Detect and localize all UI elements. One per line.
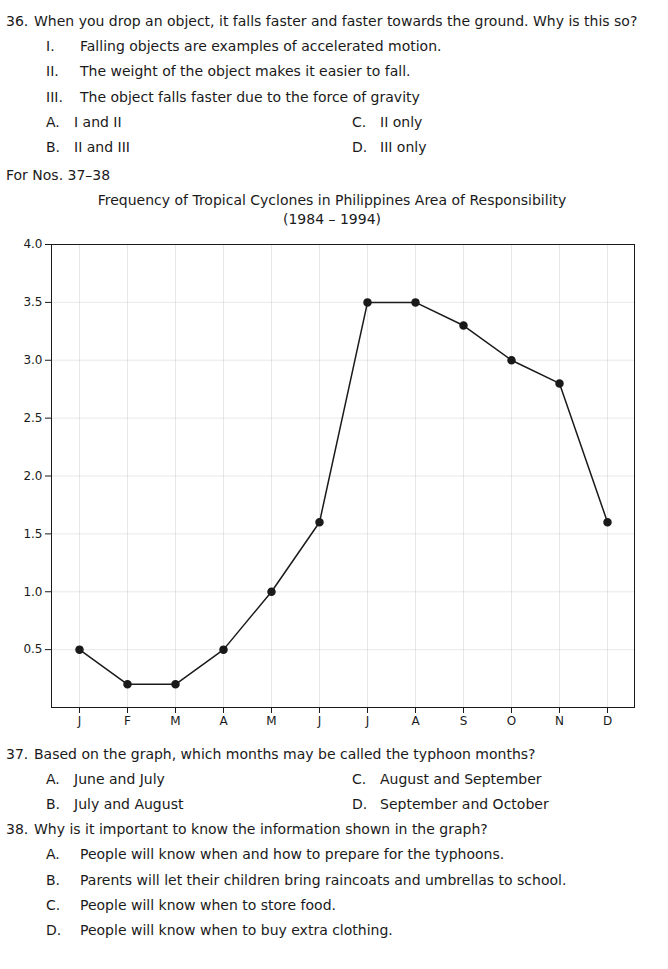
html-text:For Nos. 37–38: For Nos. 37–38: [6, 167, 111, 184]
svg-text:3.5: 3.5: [23, 295, 42, 309]
svg-text:A: A: [411, 714, 420, 728]
html-text:I.: I.: [46, 38, 55, 55]
svg-text:D: D: [603, 714, 612, 728]
html-text:(1984 – 1994): (1984 – 1994): [283, 210, 381, 227]
html-text:People will know when to buy e: People will know when to buy extra cloth…: [80, 922, 393, 938]
html-text:C.: C.: [352, 113, 367, 130]
html-text:A.: A.: [46, 113, 60, 130]
html-text:II only: II only: [380, 113, 423, 130]
html-text:Falling objects are examples o: Falling objects are examples of accelera…: [80, 38, 442, 55]
svg-text:M: M: [170, 714, 180, 728]
svg-text:3.0: 3.0: [23, 353, 42, 367]
html-text:C.: C.: [46, 896, 61, 913]
html-text:II.: II.: [46, 63, 59, 80]
html-text:July and August: July and August: [74, 796, 184, 813]
html-text:August and September: August and September: [380, 770, 542, 787]
html-text:D.: D.: [352, 796, 368, 813]
svg-text:J: J: [77, 714, 82, 728]
html-text:People will know when to store: People will know when to store food.: [80, 896, 336, 913]
svg-text:J: J: [317, 714, 322, 728]
html-text:September and October: September and October: [380, 796, 549, 813]
html-text:III only: III only: [380, 138, 427, 155]
html-text:B.: B.: [46, 138, 61, 155]
html-text:II and III: II and III: [74, 138, 130, 155]
html-text:D.: D.: [46, 922, 62, 938]
html-text:Frequency of Tropical Cyclones: Frequency of Tropical Cyclones in Philip…: [97, 192, 567, 209]
svg-text:A: A: [219, 714, 228, 728]
svg-text:1.5: 1.5: [23, 526, 42, 540]
html-text:B.: B.: [46, 871, 61, 888]
svg-text:O: O: [507, 714, 516, 728]
svg-text:2.0: 2.0: [23, 469, 42, 483]
html-text:III.: III.: [46, 88, 63, 105]
svg-text:1.0: 1.0: [23, 584, 42, 598]
html-text:Parents will let their childre: Parents will let their children bring ra…: [80, 871, 567, 888]
html-text:People will know when and how: People will know when and how to prepare…: [80, 846, 505, 863]
svg-text:M: M: [266, 714, 276, 728]
html-text:A.: A.: [46, 770, 60, 787]
svg-text:0.5: 0.5: [23, 642, 42, 656]
html-text:38. Why is it important to kno: 38. Why is it important to know the info…: [6, 821, 488, 838]
html-text:36. When you drop an object, i: 36. When you drop an object, it falls fa…: [6, 13, 638, 29]
html-text:June and July: June and July: [74, 770, 165, 787]
html-text:D.: D.: [352, 138, 368, 155]
svg-text:2.5: 2.5: [23, 411, 42, 425]
html-text:C.: C.: [352, 770, 367, 787]
svg-text:S: S: [460, 714, 468, 728]
svg-text:J: J: [365, 714, 370, 728]
svg-text:F: F: [124, 714, 131, 728]
html-text:The object falls faster due to: The object falls faster due to the force…: [80, 88, 420, 105]
html-text:37. Based on the graph, which: 37. Based on the graph, which months may…: [6, 745, 536, 762]
svg-text:4.0: 4.0: [23, 237, 42, 251]
svg-text:N: N: [555, 714, 564, 728]
html-text:B.: B.: [46, 796, 61, 813]
html-text:A.: A.: [46, 846, 60, 863]
html-text:The weight of the object makes: The weight of the object makes it easier…: [80, 63, 411, 80]
html-text:I and II: I and II: [74, 113, 122, 130]
